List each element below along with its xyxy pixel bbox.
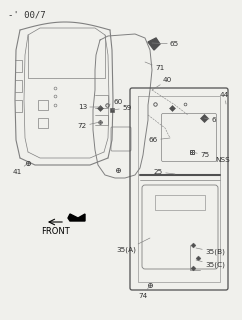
Text: 71: 71 <box>145 62 164 71</box>
Text: 74: 74 <box>139 285 150 299</box>
Text: 25: 25 <box>154 169 175 175</box>
Text: 75: 75 <box>192 152 209 158</box>
Text: 59: 59 <box>112 105 131 111</box>
Text: 60: 60 <box>107 99 122 105</box>
Text: 72: 72 <box>78 122 100 129</box>
Text: FRONT: FRONT <box>41 228 69 236</box>
Bar <box>155 195 205 210</box>
Text: 65: 65 <box>152 41 179 47</box>
Bar <box>38 100 48 110</box>
Text: 40: 40 <box>152 77 172 90</box>
Polygon shape <box>68 214 85 221</box>
Text: 41: 41 <box>13 163 28 175</box>
Text: 35(B): 35(B) <box>196 248 225 255</box>
Text: 66: 66 <box>149 137 170 143</box>
Text: 35(A): 35(A) <box>116 238 150 253</box>
Text: 44: 44 <box>220 92 229 104</box>
Text: 6: 6 <box>204 117 217 123</box>
Text: 13: 13 <box>78 104 101 110</box>
Text: -' 00/7: -' 00/7 <box>8 10 46 19</box>
Text: NSS: NSS <box>215 157 230 163</box>
Polygon shape <box>148 38 160 50</box>
Text: 35(C): 35(C) <box>196 260 225 268</box>
Bar <box>38 118 48 128</box>
